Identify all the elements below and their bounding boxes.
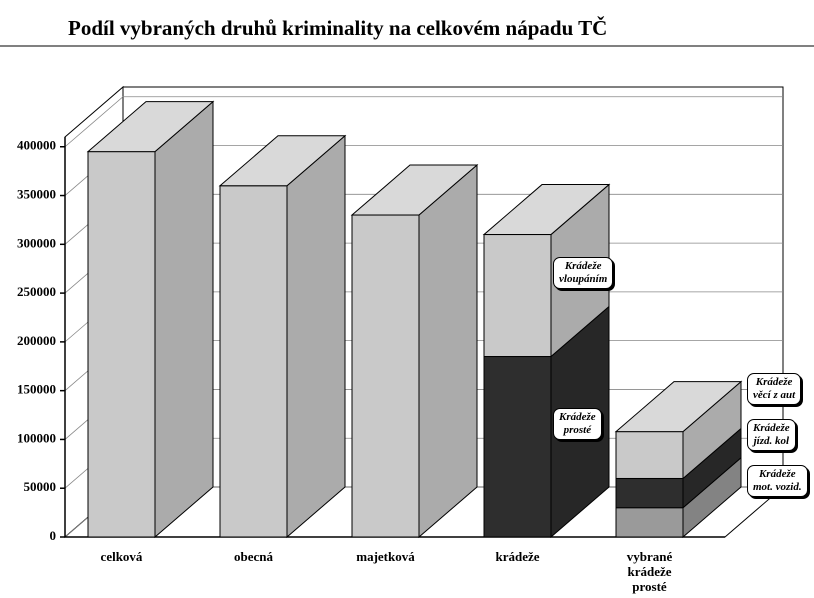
x-tick-label: celková [100,549,143,564]
bar [615,477,684,509]
x-tick-label: vybrané krádeže prosté [626,549,673,594]
bar [615,431,684,479]
bar-side [154,100,214,539]
y-tick-label: 200000 [17,333,56,348]
bar [483,356,552,538]
y-tick-label: 350000 [17,187,56,202]
bar [87,151,156,538]
bar [615,507,684,538]
y-tick-label: 250000 [17,284,56,299]
bar-top [86,101,215,153]
y-tick-label: 100000 [17,430,56,445]
bar [483,234,552,358]
x-tick-label: krádeže [495,549,540,564]
y-tick-label: 300000 [17,235,56,250]
bar-top [614,381,743,433]
series-label: Krádeže prosté [553,407,602,440]
bar-top [350,164,479,216]
x-tick-label: obecná [234,549,273,564]
y-tick-label: 400000 [17,138,56,153]
grid-line [64,96,783,148]
series-label: Krádeže věcí z aut [747,373,802,405]
bar-top [218,135,347,187]
series-label: Krádeže vloupáním [553,256,614,289]
bar-side [286,134,346,539]
bar-top [482,184,611,236]
y-tick-label: 50000 [24,479,57,494]
bar [219,185,288,538]
series-label: Krádeže mot. vozid. [747,465,808,497]
series-label: Krádeže jízd. kol [747,419,796,451]
y-tick-label: 150000 [17,382,56,397]
bar [351,214,420,538]
bar-side [418,163,478,539]
x-tick-label: majetková [356,549,415,564]
y-tick-label: 0 [50,528,57,543]
chart-title: Podíl vybraných druhů kriminality na cel… [68,16,607,40]
